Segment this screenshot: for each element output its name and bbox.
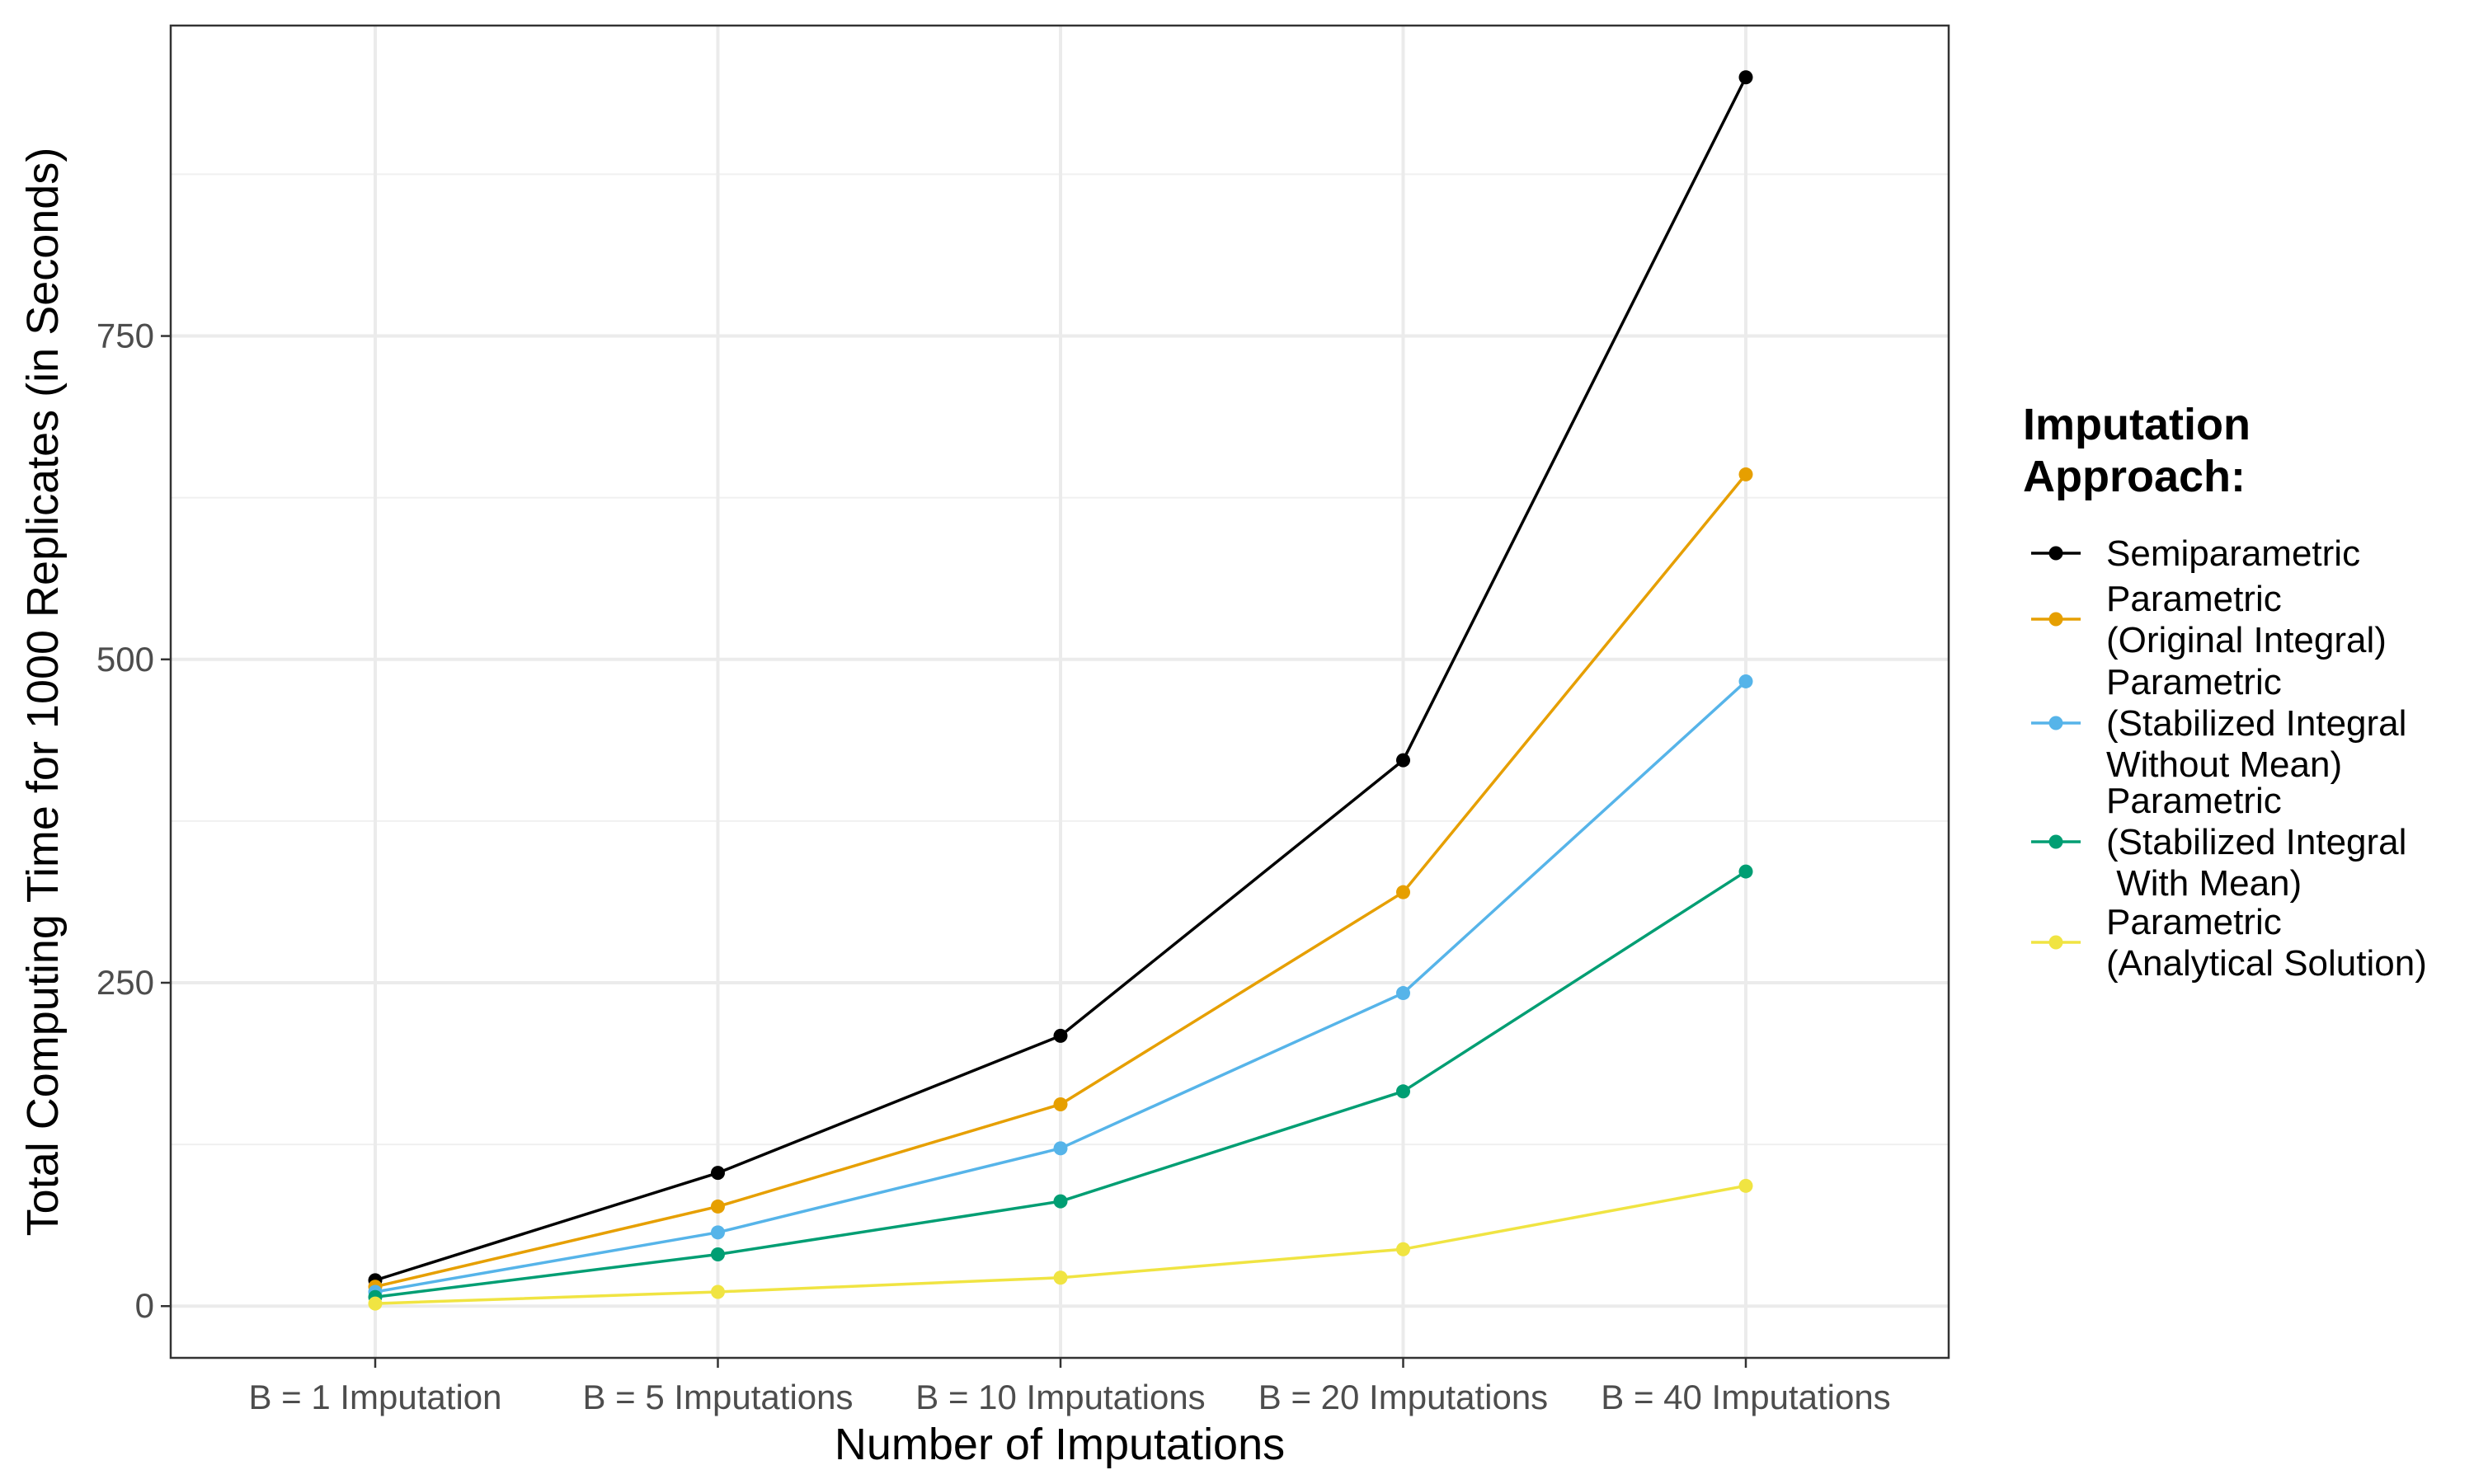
y-axis-title: Total Computing Time for 1000 Replicates… (18, 148, 68, 1237)
legend-title: Approach: (2023, 452, 2246, 501)
data-point (1053, 1028, 1068, 1043)
legend-key-point (2048, 546, 2063, 561)
data-point (711, 1199, 725, 1214)
legend-label: With Mean) (2106, 863, 2302, 904)
x-axis-title: Number of Imputations (835, 1420, 1285, 1469)
data-point (1396, 986, 1410, 1001)
data-point (368, 1296, 383, 1311)
legend-title: Imputation (2023, 400, 2251, 449)
legend-label: (Stabilized Integral (2106, 703, 2406, 744)
x-tick-label: B = 1 Imputation (248, 1378, 501, 1416)
legend-key-point (2048, 834, 2063, 849)
data-point (1738, 1178, 1753, 1193)
axes: 0 250 500 750 B = 1 Imputation B = 5 Imputati… (96, 317, 1891, 1416)
legend-label: Without Mean) (2106, 744, 2342, 785)
data-point (711, 1225, 725, 1240)
legend-label: (Stabilized Integral (2106, 822, 2406, 862)
data-point (1053, 1270, 1068, 1285)
data-point (1738, 864, 1753, 879)
legend-label: Parametric (2106, 781, 2282, 821)
data-point (1396, 1084, 1410, 1099)
data-point (1053, 1141, 1068, 1156)
data-point (1053, 1097, 1068, 1111)
x-tick-label: B = 10 Imputations (915, 1378, 1205, 1416)
data-point (711, 1166, 725, 1181)
data-point (711, 1284, 725, 1299)
legend-key-point (2048, 716, 2063, 730)
legend-label: (Analytical Solution) (2106, 943, 2427, 984)
legend-label: Parametric (2106, 579, 2282, 619)
y-tick-label: 250 (96, 963, 154, 1002)
legend-label: Semiparametric (2106, 533, 2360, 574)
x-tick-label: B = 20 Imputations (1258, 1378, 1548, 1416)
legend-label: Parametric (2106, 902, 2282, 942)
data-point (1738, 467, 1753, 481)
data-point (1053, 1194, 1068, 1209)
data-point (1396, 1242, 1410, 1256)
series-lines (368, 70, 1753, 1311)
data-point (1738, 674, 1753, 688)
x-tick-label: B = 5 Imputations (582, 1378, 853, 1416)
y-tick-label: 500 (96, 640, 154, 679)
legend-label: Parametric (2106, 662, 2282, 702)
y-tick-label: 0 (135, 1286, 154, 1325)
data-point (711, 1247, 725, 1261)
grid-lines (171, 26, 1949, 1358)
legend-key-point (2048, 935, 2063, 950)
data-point (1396, 885, 1410, 899)
data-point (1396, 753, 1410, 768)
legend-key-point (2048, 612, 2063, 627)
data-point (1738, 70, 1753, 85)
y-tick-label: 750 (96, 317, 154, 355)
legend-label: (Original Integral) (2106, 620, 2387, 660)
x-tick-label: B = 40 Imputations (1601, 1378, 1890, 1416)
